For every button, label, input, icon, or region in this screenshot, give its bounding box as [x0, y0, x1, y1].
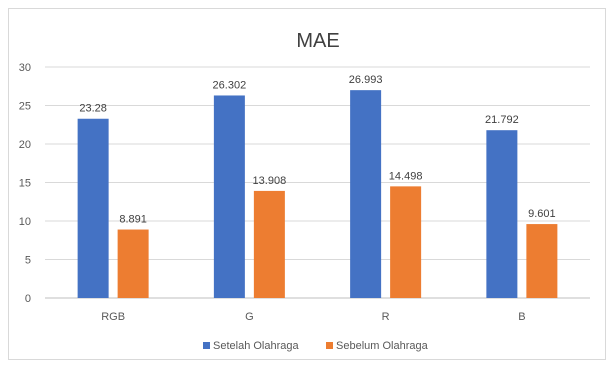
data-label-g-series-1: 26.302 [213, 79, 247, 91]
y-tick-label-0: 0 [25, 293, 31, 305]
data-label-rgb-series-2: 8.891 [119, 214, 147, 226]
bar-r-series-2 [390, 186, 422, 298]
x-category-label-rgb: RGB [101, 311, 125, 323]
bar-g-series-2 [253, 190, 285, 298]
legend-label-2: Sebelum Olahraga [336, 340, 429, 352]
bar-rgb-series-1 [77, 118, 109, 298]
data-label-r-series-2: 14.498 [389, 170, 423, 182]
y-tick-label-20: 20 [19, 139, 31, 151]
legend: Setelah Olahraga Sebelum Olahraga [203, 340, 429, 352]
data-label-b-series-2: 9.601 [528, 208, 556, 220]
bar-b-series-2 [526, 224, 558, 298]
x-category-label-r: R [382, 311, 390, 323]
y-tick-label-15: 15 [19, 178, 31, 190]
data-labels: 23.28 8.891 26.302 13.908 26.993 14.498 21.792… [79, 74, 555, 225]
bar-r-series-1 [350, 90, 382, 298]
x-category-label-g: G [245, 311, 254, 323]
data-label-g-series-2: 13.908 [253, 175, 287, 187]
bar-b-series-1 [486, 130, 518, 298]
data-label-rgb-series-1: 23.28 [79, 103, 107, 115]
legend-swatch-1 [203, 342, 210, 349]
bar-g-series-1 [213, 95, 245, 298]
bar-rgb-series-2 [117, 229, 149, 298]
y-tick-label-10: 10 [19, 216, 31, 228]
bars [77, 90, 558, 298]
y-tick-label-30: 30 [19, 62, 31, 74]
data-label-r-series-1: 26.993 [349, 74, 383, 86]
legend-label-1: Setelah Olahraga [213, 340, 299, 352]
data-label-b-series-1: 21.792 [485, 114, 519, 126]
legend-swatch-2 [326, 342, 333, 349]
y-axis-ticks: 0 5 10 15 20 25 30 [19, 62, 31, 305]
chart-title: MAE [296, 30, 339, 52]
y-tick-label-25: 25 [19, 101, 31, 113]
y-tick-label-5: 5 [25, 255, 31, 267]
x-category-label-b: B [518, 311, 525, 323]
x-axis-categories: RGB G R B [101, 311, 525, 323]
